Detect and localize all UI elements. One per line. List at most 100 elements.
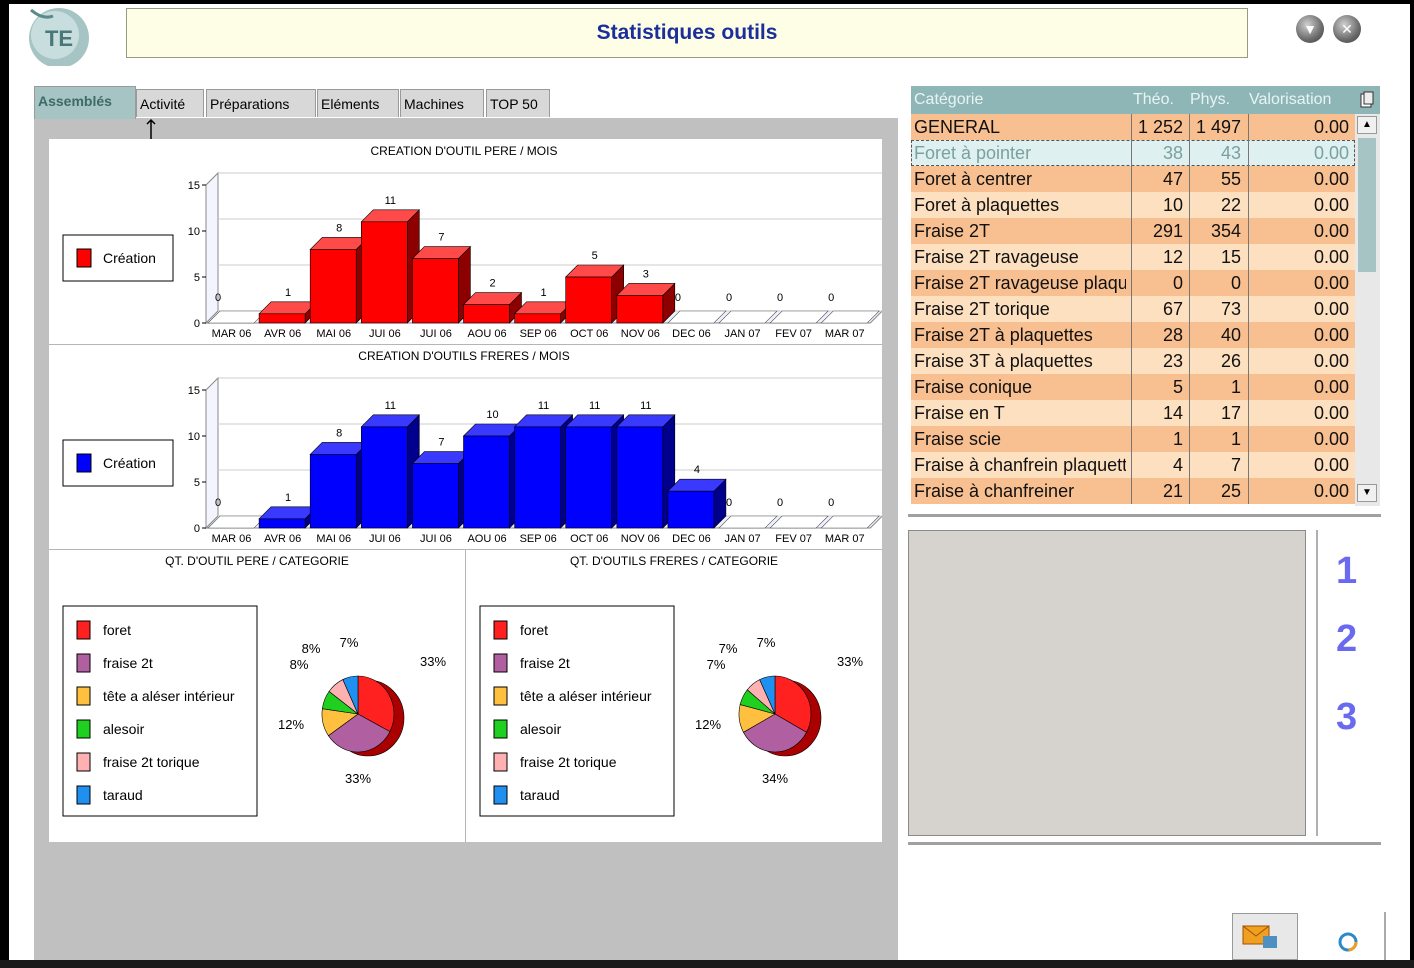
- tab-top50[interactable]: TOP 50: [486, 89, 550, 117]
- table-row[interactable]: Fraise 2T ravageuse 12 15 0.00: [911, 244, 1355, 270]
- cell-theo: 47: [1162, 169, 1183, 189]
- tab-elements[interactable]: Eléments: [317, 89, 399, 117]
- bar-value-label: 11: [385, 400, 396, 412]
- cell-val: 0.00: [1313, 481, 1349, 501]
- legend-label: fraise 2t: [520, 655, 570, 671]
- cell-divider: [1248, 452, 1249, 478]
- cell-cat: Foret à centrer: [914, 169, 1033, 189]
- table-row[interactable]: Fraise à chanfreiner 21 25 0.00: [911, 478, 1355, 504]
- copy-icon[interactable]: [1360, 91, 1374, 109]
- cell-divider: [1189, 244, 1190, 270]
- table-row[interactable]: Fraise 3T à plaquettes 23 26 0.00: [911, 348, 1355, 374]
- cell-divider: [1131, 218, 1132, 244]
- bar-value-label: 8: [336, 427, 342, 439]
- bar-value-label: 7: [438, 232, 444, 244]
- cell-val: 0.00: [1313, 377, 1349, 397]
- cell-divider: [1131, 400, 1132, 426]
- pie-value-label: 33%: [420, 654, 446, 669]
- table-row[interactable]: GENERAL 1 252 1 497 0.00: [911, 114, 1355, 140]
- scroll-down-icon[interactable]: ▼: [1357, 484, 1377, 502]
- legend-swatch: [76, 620, 91, 640]
- table-row[interactable]: Fraise scie 1 1 0.00: [911, 426, 1355, 452]
- bar: [309, 249, 357, 324]
- cell-val: 0.00: [1313, 247, 1349, 267]
- tab-activite[interactable]: Activité: [136, 89, 204, 117]
- tab-assembles[interactable]: Assemblés: [34, 86, 136, 119]
- pie-value-label: 8%: [302, 641, 321, 656]
- tab-preparations[interactable]: Préparations: [206, 89, 316, 117]
- cell-divider: [1248, 270, 1249, 296]
- bar: [463, 435, 510, 529]
- col-header-valorisation[interactable]: Valorisation: [1249, 91, 1332, 108]
- table-row[interactable]: Fraise 2T 291 354 0.00: [911, 218, 1355, 244]
- bar: [616, 426, 664, 529]
- grid-scrollbar[interactable]: ▲ ▼: [1355, 114, 1380, 506]
- legend-label: alesoir: [520, 721, 562, 737]
- cell-divider: [1189, 400, 1190, 426]
- pie-value-label: 33%: [837, 654, 863, 669]
- category-grid: Catégorie Théo. Phys. Valorisation GENER…: [911, 86, 1380, 506]
- table-row[interactable]: Foret à pointer 38 43 0.00: [911, 140, 1355, 166]
- close-icon[interactable]: ✕: [1333, 15, 1361, 43]
- mail-button[interactable]: [1232, 913, 1298, 960]
- cell-divider: [1248, 426, 1249, 452]
- cell-val: 0.00: [1313, 403, 1349, 423]
- y-tick-label: 0: [194, 318, 200, 330]
- x-tick-label: MAR 07: [825, 328, 865, 340]
- cell-divider: [1131, 452, 1132, 478]
- bar: [565, 426, 613, 529]
- col-header-theo[interactable]: Théo.: [1133, 91, 1174, 108]
- bar-value-label: 0: [726, 292, 732, 304]
- x-tick-label: DEC 06: [672, 328, 711, 340]
- bar: [514, 426, 561, 529]
- legend-swatch: [493, 785, 508, 805]
- bar-empty: [820, 515, 880, 529]
- mail-icon: [1242, 925, 1277, 948]
- table-row[interactable]: Foret à plaquettes 10 22 0.00: [911, 192, 1355, 218]
- pie-value-label: 8%: [290, 657, 309, 672]
- pie-value-label: 7%: [757, 635, 776, 650]
- bar-empty: [769, 515, 829, 529]
- cell-cat: Fraise 2T: [914, 221, 991, 241]
- col-header-phys[interactable]: Phys.: [1190, 91, 1231, 108]
- scroll-up-icon[interactable]: ▲: [1357, 116, 1377, 134]
- legend-label: taraud: [103, 787, 143, 803]
- cell-divider: [1131, 270, 1132, 296]
- pie-value-label: 12%: [695, 717, 721, 732]
- cell-cat: Foret à pointer: [914, 143, 1032, 163]
- bar-value-label: 0: [777, 497, 783, 509]
- table-row[interactable]: Fraise en T 14 17 0.00: [911, 400, 1355, 426]
- table-row[interactable]: Fraise à chanfrein plaquett 4 7 0.00: [911, 452, 1355, 478]
- bar-empty: [667, 310, 727, 324]
- page-number-1[interactable]: 1: [1336, 550, 1358, 592]
- minimize-icon[interactable]: ▼: [1296, 15, 1324, 43]
- preview-box: [908, 530, 1306, 836]
- page-number-3[interactable]: 3: [1336, 696, 1358, 738]
- cell-theo: 38: [1162, 143, 1183, 163]
- bar-value-label: 11: [589, 400, 600, 412]
- cell-cat: Fraise en T: [914, 403, 1005, 423]
- title-bar: Statistiques outils: [126, 8, 1248, 58]
- cell-cat: Fraise scie: [914, 429, 1002, 449]
- col-header-categorie[interactable]: Catégorie: [914, 91, 984, 108]
- cell-divider: [1189, 478, 1190, 504]
- scroll-thumb[interactable]: [1358, 138, 1376, 272]
- cell-divider: [1131, 374, 1132, 400]
- cell-theo: 0: [1172, 273, 1183, 293]
- cell-divider: [1248, 348, 1249, 374]
- table-row[interactable]: Fraise 2T à plaquettes 28 40 0.00: [911, 322, 1355, 348]
- cell-phys: 0: [1230, 273, 1241, 293]
- table-row[interactable]: Fraise conique 5 1 0.00: [911, 374, 1355, 400]
- tab-machines[interactable]: Machines: [400, 89, 484, 117]
- page-number-2[interactable]: 2: [1336, 618, 1358, 660]
- table-row[interactable]: Fraise 2T ravageuse plaqu 0 0 0.00: [911, 270, 1355, 296]
- table-row[interactable]: Foret à centrer 47 55 0.00: [911, 166, 1355, 192]
- taskbar-strip: [0, 960, 1414, 968]
- refresh-icon[interactable]: [1336, 930, 1360, 954]
- legend-swatch: [493, 752, 508, 772]
- table-row[interactable]: Fraise 2T torique 67 73 0.00: [911, 296, 1355, 322]
- legend-label: foret: [103, 622, 131, 638]
- x-tick-label: FEV 07: [775, 533, 812, 545]
- pie-value-label: 7%: [707, 657, 726, 672]
- cell-phys: 15: [1220, 247, 1241, 267]
